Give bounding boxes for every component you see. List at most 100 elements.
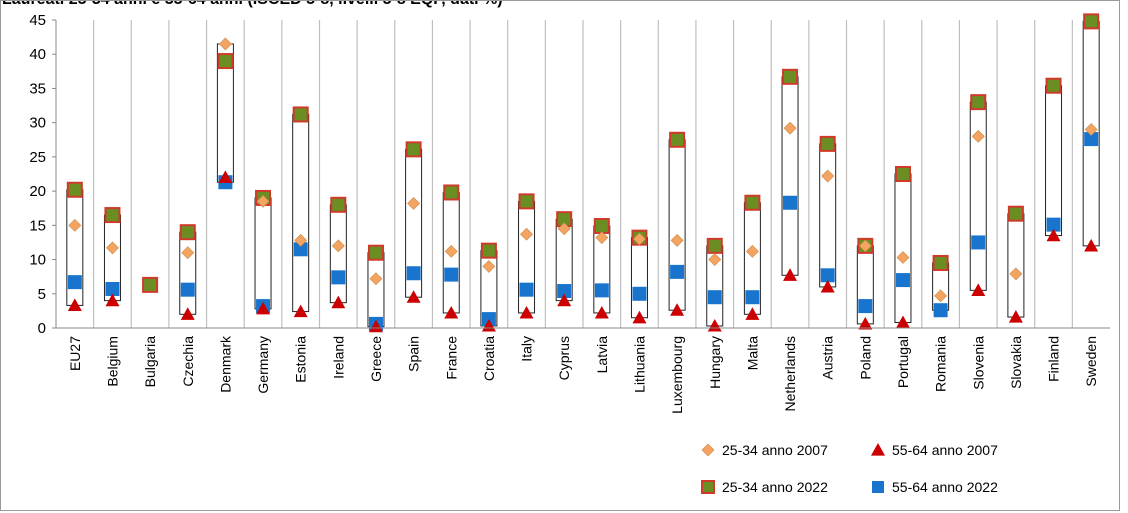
marker-25-34-anno-2007 bbox=[294, 233, 308, 247]
marker-55-64-anno-2007 bbox=[368, 319, 383, 333]
marker-55-64-anno-2022 bbox=[105, 281, 120, 296]
marker-25-34-anno-2022 bbox=[179, 224, 196, 241]
x-tick-label: Italy bbox=[519, 336, 535, 362]
y-tick-label: 20 bbox=[29, 183, 46, 200]
marker-25-34-anno-2022 bbox=[405, 141, 422, 158]
marker-25-34-anno-2007 bbox=[858, 239, 872, 253]
x-tick-label: Latvia bbox=[594, 336, 610, 374]
y-tick-label: 10 bbox=[29, 252, 46, 269]
marker-55-64-anno-2007 bbox=[180, 307, 195, 320]
marker-25-34-anno-2007 bbox=[557, 222, 571, 236]
legend-label: 55-64 anno 2007 bbox=[892, 442, 998, 458]
legend-label: 55-64 anno 2022 bbox=[892, 479, 998, 495]
marker-55-64-anno-2007 bbox=[218, 170, 233, 184]
marker-25-34-anno-2022 bbox=[104, 207, 121, 224]
marker-25-34-anno-2022 bbox=[66, 181, 83, 198]
marker-25-34-anno-2007 bbox=[745, 244, 759, 258]
marker-25-34-anno-2007 bbox=[181, 246, 195, 260]
range-box bbox=[329, 204, 347, 304]
x-tick-label: Sweden bbox=[1083, 336, 1099, 387]
marker-55-64-anno-2007 bbox=[1008, 310, 1023, 323]
marker-55-64-anno-2007 bbox=[557, 293, 572, 307]
marker-55-64-anno-2007 bbox=[293, 304, 308, 318]
marker-55-64-anno-2007 bbox=[783, 268, 798, 281]
y-tick-label: 0 bbox=[38, 320, 46, 337]
marker-25-34-anno-2022 bbox=[894, 166, 911, 182]
marker-55-64-anno-2022 bbox=[1084, 132, 1099, 147]
marker-25-34-anno-2007 bbox=[331, 239, 345, 253]
marker-55-64-anno-2022 bbox=[180, 282, 195, 297]
x-tick-label: Slovenia bbox=[970, 336, 986, 390]
x-tick-label: Germany bbox=[255, 336, 271, 394]
x-tick-label: Ireland bbox=[330, 336, 346, 379]
y-axis: 0 5 10 15 20 25 30 35 40 45 bbox=[29, 12, 57, 337]
marker-55-64-anno-2022 bbox=[557, 284, 572, 299]
marker-25-34-anno-2022 bbox=[744, 194, 761, 211]
marker-25-34-anno-2022 bbox=[1007, 205, 1024, 222]
marker-55-64-anno-2022 bbox=[406, 266, 421, 281]
marker-25-34-anno-2022 bbox=[932, 254, 949, 271]
x-tick-label: Greece bbox=[368, 336, 384, 382]
marker-55-64-anno-2022 bbox=[594, 283, 609, 298]
x-axis: EU27 Belgium Bulgaria Czechia Denmark Germany… bbox=[56, 327, 1110, 414]
y-tick-label: 25 bbox=[29, 149, 46, 166]
marker-25-34-anno-2022 bbox=[367, 244, 384, 261]
legend-marker bbox=[871, 443, 885, 456]
x-tick-label: Estonia bbox=[293, 336, 309, 383]
x-tick-label: Czechia bbox=[180, 336, 196, 387]
marker-25-34-anno-2007 bbox=[934, 289, 948, 303]
x-tick-label: Slovakia bbox=[1008, 336, 1024, 389]
range-box bbox=[668, 139, 686, 311]
marker-55-64-anno-2007 bbox=[594, 305, 609, 319]
marker-25-34-anno-2007 bbox=[369, 272, 383, 286]
marker-25-34-anno-2022 bbox=[443, 184, 460, 201]
range-box bbox=[367, 252, 385, 328]
x-tick-label: Hungary bbox=[707, 336, 723, 389]
marker-55-64-anno-2022 bbox=[444, 267, 459, 282]
range-box bbox=[254, 197, 272, 310]
marker-55-64-anno-2007 bbox=[331, 295, 346, 309]
legend-label: 25-34 anno 2007 bbox=[722, 442, 828, 458]
x-tick-label: Cyprus bbox=[556, 336, 572, 380]
marker-25-34-anno-2022 bbox=[1083, 13, 1100, 30]
x-tick-label: Belgium bbox=[104, 336, 120, 387]
marker-55-64-anno-2022 bbox=[519, 282, 534, 297]
marker-25-34-anno-2007 bbox=[633, 232, 646, 246]
marker-25-34-anno-2022 bbox=[1045, 77, 1062, 94]
marker-25-34-anno-2022 bbox=[593, 218, 610, 235]
x-tick-label: Finland bbox=[1046, 336, 1062, 382]
marker-25-34-anno-2022 bbox=[142, 276, 159, 293]
marker-25-34-anno-2007 bbox=[821, 169, 835, 183]
marker-55-64-anno-2007 bbox=[406, 290, 421, 303]
marker-55-64-anno-2007 bbox=[670, 303, 685, 316]
range-box bbox=[630, 237, 648, 319]
legend-marker bbox=[701, 443, 715, 457]
marker-55-64-anno-2022 bbox=[670, 264, 685, 279]
marker-25-34-anno-2022 bbox=[970, 94, 987, 111]
marker-55-64-anno-2007 bbox=[858, 316, 873, 330]
x-tick-label: Bulgaria bbox=[142, 336, 158, 388]
y-tick-label: 40 bbox=[29, 46, 46, 63]
x-tick-label: France bbox=[443, 336, 459, 380]
marker-55-64-anno-2022 bbox=[67, 275, 82, 290]
marker-25-34-anno-2007 bbox=[896, 251, 910, 264]
marker-55-64-anno-2022 bbox=[783, 195, 798, 210]
marker-25-34-anno-2022 bbox=[480, 242, 497, 259]
marker-25-34-anno-2007 bbox=[708, 253, 722, 266]
marker-55-64-anno-2007 bbox=[256, 301, 271, 315]
marker-25-34-anno-2022 bbox=[518, 193, 535, 210]
marker-55-64-anno-2007 bbox=[1084, 238, 1099, 252]
data-markers bbox=[66, 13, 1100, 333]
x-tick-label: Spain bbox=[406, 336, 422, 372]
marker-55-64-anno-2007 bbox=[971, 283, 986, 296]
marker-25-34-anno-2022 bbox=[330, 196, 347, 213]
legend-label: 25-34 anno 2022 bbox=[722, 479, 828, 495]
marker-25-34-anno-2007 bbox=[444, 244, 458, 258]
marker-25-34-anno-2007 bbox=[670, 233, 684, 247]
marker-55-64-anno-2007 bbox=[519, 305, 534, 319]
x-tick-label: EU27 bbox=[67, 336, 83, 371]
y-tick-label: 5 bbox=[38, 286, 46, 303]
marker-55-64-anno-2022 bbox=[1046, 217, 1061, 232]
chart-title: Laureati 25-34 anni e 55-64 anni (ISCED … bbox=[2, 0, 503, 9]
